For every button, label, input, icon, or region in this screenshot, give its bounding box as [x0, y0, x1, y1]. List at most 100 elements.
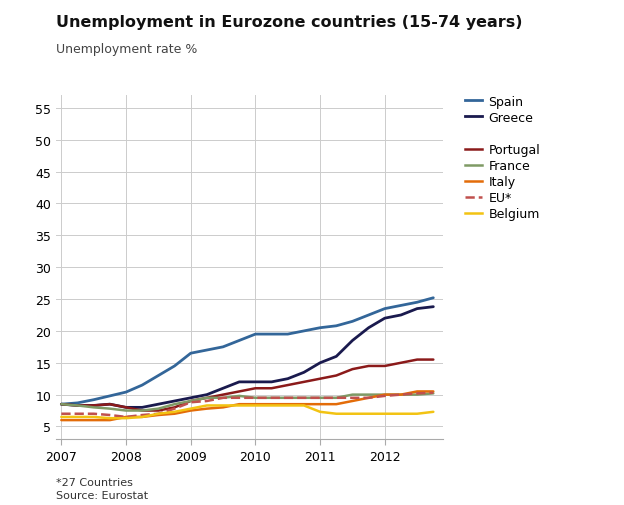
Line: Belgium: Belgium [61, 406, 433, 418]
Belgium [268, 402, 275, 409]
Portugal [333, 373, 340, 379]
EU* [74, 411, 81, 417]
France [235, 393, 243, 399]
Portugal [300, 379, 308, 385]
France [106, 406, 114, 412]
Italy [268, 401, 275, 408]
France [429, 390, 437, 396]
EU* [122, 414, 130, 420]
France [284, 395, 291, 401]
Spain [333, 323, 340, 329]
Belgium [139, 414, 146, 420]
Spain [316, 325, 324, 331]
EU* [155, 411, 162, 417]
Belgium [397, 411, 405, 417]
Spain [155, 373, 162, 379]
Portugal [365, 363, 373, 369]
EU* [219, 395, 227, 401]
EU* [90, 411, 97, 417]
Belgium [300, 402, 308, 409]
Italy [365, 395, 373, 401]
Belgium [333, 411, 340, 417]
Text: Unemployment in Eurozone countries (15-74 years): Unemployment in Eurozone countries (15-7… [56, 15, 523, 30]
Greece [333, 354, 340, 360]
Greece [365, 325, 373, 331]
Italy [219, 405, 227, 411]
France [90, 405, 97, 411]
Belgium [365, 411, 373, 417]
EU* [414, 390, 421, 396]
Greece [316, 360, 324, 366]
Line: France: France [61, 393, 433, 411]
Portugal [122, 405, 130, 411]
France [397, 392, 405, 398]
Spain [381, 306, 389, 312]
Italy [171, 411, 178, 417]
Italy [139, 414, 146, 420]
Belgium [187, 406, 195, 412]
EU* [235, 395, 243, 401]
Spain [251, 331, 259, 337]
Belgium [381, 411, 389, 417]
Portugal [203, 395, 211, 401]
Spain [57, 401, 65, 408]
EU* [57, 411, 65, 417]
Italy [381, 392, 389, 398]
France [251, 395, 259, 401]
Italy [251, 401, 259, 408]
EU* [203, 398, 211, 404]
Belgium [74, 414, 81, 420]
France [333, 395, 340, 401]
Greece [397, 312, 405, 318]
Belgium [414, 411, 421, 417]
France [155, 406, 162, 412]
Italy [106, 417, 114, 423]
Spain [414, 299, 421, 306]
Belgium [57, 414, 65, 420]
Italy [235, 401, 243, 408]
EU* [268, 395, 275, 401]
Belgium [219, 402, 227, 409]
EU* [300, 395, 308, 401]
EU* [349, 395, 356, 401]
France [74, 402, 81, 409]
Spain [122, 389, 130, 395]
France [122, 408, 130, 414]
France [300, 395, 308, 401]
France [365, 392, 373, 398]
Portugal [139, 408, 146, 414]
France [349, 392, 356, 398]
France [171, 401, 178, 408]
EU* [316, 395, 324, 401]
Spain [397, 303, 405, 309]
France [203, 395, 211, 401]
Spain [268, 331, 275, 337]
Spain [187, 350, 195, 357]
Line: Italy: Italy [61, 392, 433, 420]
Portugal [74, 402, 81, 409]
Greece [284, 376, 291, 382]
Line: Spain: Spain [61, 298, 433, 405]
EU* [187, 399, 195, 406]
Portugal [90, 402, 97, 409]
Greece [219, 385, 227, 391]
Portugal [429, 357, 437, 363]
Portugal [219, 392, 227, 398]
Greece [74, 402, 81, 409]
Belgium [90, 414, 97, 420]
EU* [139, 412, 146, 418]
EU* [333, 395, 340, 401]
Spain [284, 331, 291, 337]
Greece [187, 395, 195, 401]
Portugal [235, 389, 243, 395]
Belgium [235, 402, 243, 409]
EU* [284, 395, 291, 401]
France [268, 395, 275, 401]
Spain [235, 338, 243, 344]
Greece [122, 405, 130, 411]
Portugal [187, 398, 195, 404]
Italy [187, 408, 195, 414]
Spain [429, 295, 437, 301]
Portugal [381, 363, 389, 369]
Legend: Spain, Greece, , Portugal, France, Italy, EU*, Belgium: Spain, Greece, , Portugal, France, Italy… [465, 95, 540, 221]
